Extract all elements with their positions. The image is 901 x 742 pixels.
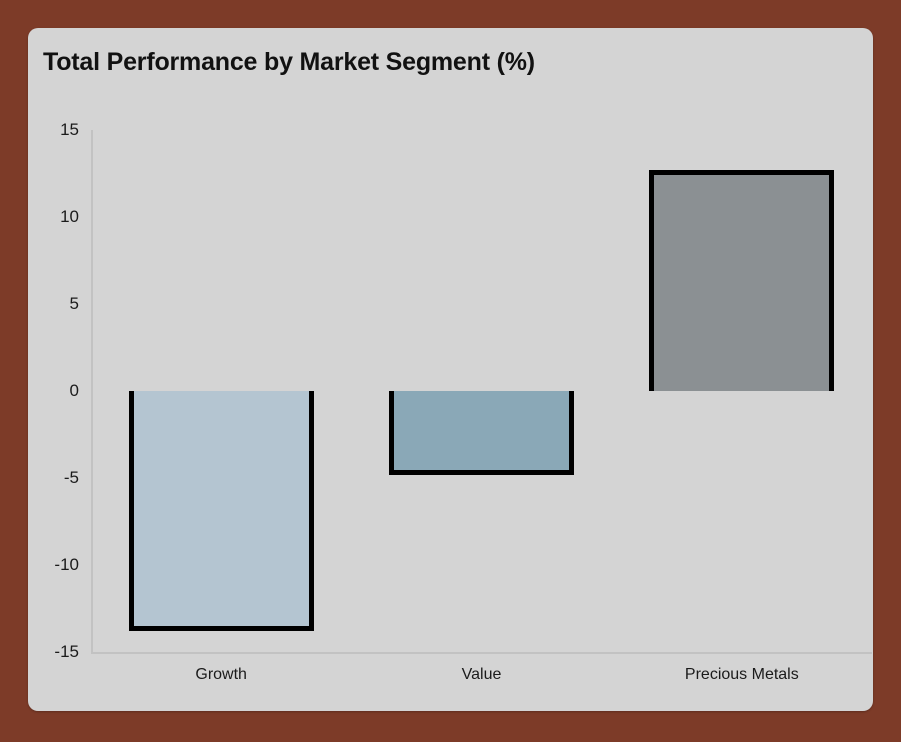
y-tick-label: -5 bbox=[63, 468, 79, 487]
y-axis-spine bbox=[91, 130, 93, 652]
y-tick-label: -10 bbox=[54, 555, 79, 574]
y-tick-label: -15 bbox=[54, 642, 79, 661]
bar-value bbox=[389, 391, 574, 475]
x-tick-label: Precious Metals bbox=[684, 666, 799, 683]
bar-growth bbox=[128, 391, 314, 632]
bar-precious-metals bbox=[649, 170, 835, 391]
y-tick-label: 0 bbox=[69, 381, 79, 400]
x-tick-label: Value bbox=[461, 666, 502, 683]
y-tick-label: 5 bbox=[69, 294, 79, 313]
chart-title: Total Performance by Market Segment (%) bbox=[43, 48, 535, 76]
plot-area: 15 10 5 0 -5 -10 -15 Growth Value Precious Metal… bbox=[54, 120, 872, 683]
chart-panel: Total Performance by Market Segment (%) … bbox=[28, 28, 873, 711]
y-tick-label: 15 bbox=[60, 120, 79, 139]
x-tick-label: Growth bbox=[195, 666, 247, 683]
y-tick-label: 10 bbox=[60, 207, 79, 226]
x-axis-spine bbox=[91, 652, 872, 654]
